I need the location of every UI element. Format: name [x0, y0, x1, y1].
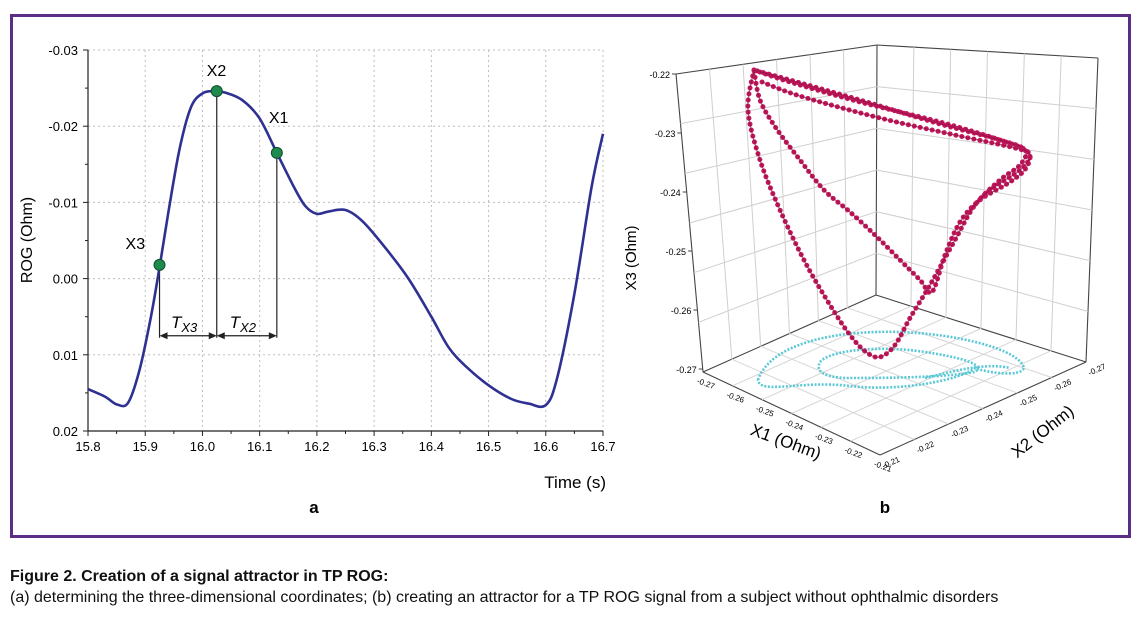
panel-a-tick-labels: 15.8 15.9 16.0 16.1 16.2 16.3 16.4 16.5 16.6 16.7… [48, 43, 615, 454]
x-tick-label: 15.8 [75, 439, 100, 454]
interval-label-subscript: X3 [180, 320, 198, 335]
panel-b-tick-labels: -0.22-0.23-0.24-0.25-0.26-0.27-0.27-0.26… [649, 70, 1107, 474]
projection-loop [924, 364, 1011, 380]
interval-arrowhead [159, 332, 168, 340]
x-tick-label: -0.22 [843, 445, 864, 460]
point-label-x2: X2 [207, 63, 227, 80]
projection-loop [817, 347, 979, 380]
z-tick-label: -0.26 [671, 306, 692, 316]
x-tick-label: -0.25 [755, 404, 776, 419]
caption-title: Figure 2. Creation of a signal attractor… [10, 568, 389, 585]
panel-b-label: b [880, 498, 890, 517]
interval-label-subscript: X2 [239, 320, 257, 335]
attractor-loop-core [761, 81, 1031, 211]
x-tick-label: 16.2 [304, 439, 329, 454]
panel-b-y-axis-title: X2 (Ohm) [1008, 401, 1078, 461]
y-tick-label: 0.02 [53, 424, 78, 439]
y-tick-label: 0.01 [53, 348, 78, 363]
y-tick-label: -0.24 [984, 408, 1005, 424]
attractor-floor-projection [756, 330, 1026, 389]
y-tick-label: -0.25 [1018, 393, 1039, 409]
point-label-x1: X1 [269, 110, 289, 127]
y-tick-label: -0.01 [48, 195, 78, 210]
grid-line-right-wall-v [1050, 55, 1062, 351]
z-tick-label: -0.25 [666, 247, 687, 257]
interval-arrowhead [208, 332, 217, 340]
panel-a-label: a [309, 498, 319, 517]
point-marker-x3 [153, 258, 166, 271]
interval-arrowhead [216, 332, 225, 340]
z-tick-label: -0.24 [660, 188, 681, 198]
grid-line-left-wall-v [843, 49, 848, 308]
x-tick-label: 16.1 [247, 439, 272, 454]
x-tick-label: 16.0 [190, 439, 215, 454]
panel-a-points: X3 X2 X1 [126, 63, 289, 271]
x-tick-label: 16.7 [590, 439, 615, 454]
x-tick-label: -0.24 [784, 418, 805, 433]
point-marker-x1 [270, 146, 283, 159]
interval-label: TX3 [171, 313, 198, 335]
attractor-loop [751, 67, 1033, 296]
rog-series-line [87, 89, 605, 409]
interval-arrowhead [268, 332, 277, 340]
y-tick-label: 0.00 [53, 272, 78, 287]
attractor-curve [745, 67, 1033, 360]
z-tick-label: -0.23 [655, 129, 676, 139]
y-tick-label: -0.26 [1052, 377, 1073, 393]
y-tick-label: -0.03 [48, 43, 78, 58]
panel-a-grid [88, 49, 604, 432]
panel-b-z-axis-title: X3 (Ohm) [623, 225, 640, 290]
caption-body: (a) determining the three-dimensional co… [10, 589, 999, 606]
grid-line-right-wall-v [1015, 53, 1025, 340]
x-tick-label: 16.5 [476, 439, 501, 454]
point-marker-x2 [210, 85, 223, 98]
y-tick-label: -0.27 [1087, 362, 1108, 378]
grid-line-left-wall-v [776, 59, 790, 334]
projection-loop [756, 330, 1026, 389]
y-tick-label: -0.23 [949, 424, 970, 440]
figure-caption: Figure 2. Creation of a signal attractor… [10, 566, 1135, 608]
grid-line-floor [847, 307, 1052, 378]
figure-frame [10, 14, 1131, 538]
z-tick-label: -0.22 [649, 70, 670, 80]
x-tick-label: 16.3 [361, 439, 386, 454]
x-tick-label: -0.27 [696, 376, 717, 391]
grid-line-left-wall [680, 86, 877, 125]
y-tick-label: -0.02 [48, 119, 78, 134]
z-tick-label: -0.27 [676, 365, 697, 375]
y-tick-label: -0.22 [915, 439, 936, 455]
panel-a-axes [83, 49, 604, 436]
point-label-x3: X3 [126, 236, 146, 253]
x-tick-label: 16.6 [533, 439, 558, 454]
interval-label: TX2 [230, 313, 257, 335]
attractor-loop-core [747, 69, 1027, 358]
attractor-loop-core [753, 69, 1031, 294]
panel-a-chart: 15.8 15.9 16.0 16.1 16.2 16.3 16.4 16.5 16.6 16.7… [19, 43, 616, 517]
panel-b-grid [680, 47, 1097, 442]
panel-a-y-axis-title: ROG (Ohm) [19, 197, 36, 283]
x-tick-label: -0.26 [725, 390, 746, 405]
panel-b-chart: -0.22-0.23-0.24-0.25-0.26-0.27-0.27-0.26… [623, 44, 1108, 517]
x-tick-label: 15.9 [133, 439, 158, 454]
panel-a-x-axis-title: Time (s) [544, 473, 606, 492]
x-tick-label: 16.4 [419, 439, 444, 454]
